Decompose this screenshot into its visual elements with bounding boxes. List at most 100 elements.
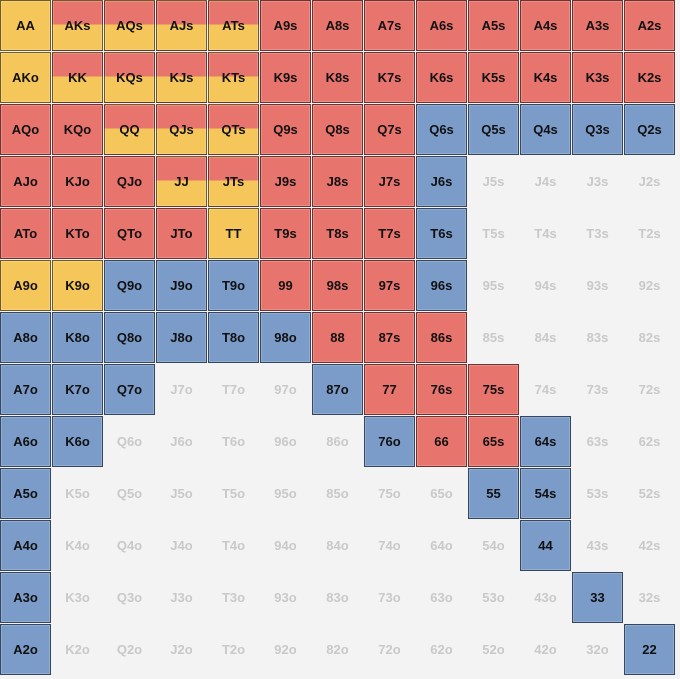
hand-cell-k7s[interactable]: K7s <box>364 52 415 103</box>
hand-cell-a7s[interactable]: A7s <box>364 0 415 51</box>
hand-cell-96s[interactable]: 96s <box>416 260 467 311</box>
hand-cell-t4s: T4s <box>534 226 557 241</box>
hand-cell-77[interactable]: 77 <box>364 364 415 415</box>
hand-cell-tt[interactable]: TT <box>208 208 259 259</box>
hand-cell-a9o[interactable]: A9o <box>0 260 51 311</box>
hand-cell-k2s[interactable]: K2s <box>624 52 675 103</box>
hand-cell-k3s[interactable]: K3s <box>572 52 623 103</box>
hand-cell-ako[interactable]: AKo <box>0 52 51 103</box>
hand-cell-kjs[interactable]: KJs <box>156 52 207 103</box>
hand-cell-k9s[interactable]: K9s <box>260 52 311 103</box>
hand-cell-t8s[interactable]: T8s <box>312 208 363 259</box>
hand-cell-j6s[interactable]: J6s <box>416 156 467 207</box>
hand-cell-j9s[interactable]: J9s <box>260 156 311 207</box>
hand-cell-jts[interactable]: JTs <box>208 156 259 207</box>
hand-cell-j8s[interactable]: J8s <box>312 156 363 207</box>
hand-cell-t9s[interactable]: T9s <box>260 208 311 259</box>
hand-cell-ato[interactable]: ATo <box>0 208 51 259</box>
hand-cell-t9o[interactable]: T9o <box>208 260 259 311</box>
hand-cell-97s[interactable]: 97s <box>364 260 415 311</box>
hand-cell-q3s[interactable]: Q3s <box>572 104 623 155</box>
hand-cell-a3o[interactable]: A3o <box>0 572 51 623</box>
hand-cell-q8s[interactable]: Q8s <box>312 104 363 155</box>
hand-cell-q2s[interactable]: Q2s <box>624 104 675 155</box>
hand-cell-64s[interactable]: 64s <box>520 416 571 467</box>
hand-cell-ats[interactable]: ATs <box>208 0 259 51</box>
hand-cell-kto[interactable]: KTo <box>52 208 103 259</box>
hand-cell-ajo[interactable]: AJo <box>0 156 51 207</box>
hand-cell-a6s[interactable]: A6s <box>416 0 467 51</box>
hand-cell-aqo[interactable]: AQo <box>0 104 51 155</box>
hand-cell-jto[interactable]: JTo <box>156 208 207 259</box>
hand-cell-aks[interactable]: AKs <box>52 0 103 51</box>
hand-cell-qts[interactable]: QTs <box>208 104 259 155</box>
hand-cell-52o: 52o <box>482 642 505 657</box>
hand-cell-aa[interactable]: AA <box>0 0 51 51</box>
hand-cell-kk[interactable]: KK <box>52 52 103 103</box>
hand-cell-q9s[interactable]: Q9s <box>260 104 311 155</box>
hand-cell-a6o[interactable]: A6o <box>0 416 51 467</box>
hand-cell-q7s[interactable]: Q7s <box>364 104 415 155</box>
hand-cell-87o[interactable]: 87o <box>312 364 363 415</box>
hand-cell-qjs[interactable]: QJs <box>156 104 207 155</box>
hand-cell-a2o[interactable]: A2o <box>0 624 51 675</box>
hand-cell-76o[interactable]: 76o <box>364 416 415 467</box>
hand-cell-88[interactable]: 88 <box>312 312 363 363</box>
hand-cell-a8o[interactable]: A8o <box>0 312 51 363</box>
hand-cell-j9o[interactable]: J9o <box>156 260 207 311</box>
hand-cell-q8o[interactable]: Q8o <box>104 312 155 363</box>
hand-cell-kqs[interactable]: KQs <box>104 52 155 103</box>
hand-cell-65s[interactable]: 65s <box>468 416 519 467</box>
hand-cell-98s[interactable]: 98s <box>312 260 363 311</box>
hand-cell-86o: 86o <box>326 434 349 449</box>
hand-cell-66[interactable]: 66 <box>416 416 467 467</box>
hand-cell-j7s[interactable]: J7s <box>364 156 415 207</box>
hand-cell-98o[interactable]: 98o <box>260 312 311 363</box>
hand-cell-q5s[interactable]: Q5s <box>468 104 519 155</box>
hand-cell-qto[interactable]: QTo <box>104 208 155 259</box>
hand-cell-qq[interactable]: QQ <box>104 104 155 155</box>
hand-cell-kts[interactable]: KTs <box>208 52 259 103</box>
hand-cell-t6s[interactable]: T6s <box>416 208 467 259</box>
hand-cell-a5o[interactable]: A5o <box>0 468 51 519</box>
hand-cell-76s[interactable]: 76s <box>416 364 467 415</box>
hand-cell-a4s[interactable]: A4s <box>520 0 571 51</box>
hand-cell-jj[interactable]: JJ <box>156 156 207 207</box>
hand-cell-kqo[interactable]: KQo <box>52 104 103 155</box>
hand-cell-kjo[interactable]: KJo <box>52 156 103 207</box>
hand-cell-a4o[interactable]: A4o <box>0 520 51 571</box>
hand-cell-33[interactable]: 33 <box>572 572 623 623</box>
hand-cell-86s[interactable]: 86s <box>416 312 467 363</box>
hand-cell-k6o[interactable]: K6o <box>52 416 103 467</box>
hand-cell-a3s[interactable]: A3s <box>572 0 623 51</box>
hand-cell-q9o[interactable]: Q9o <box>104 260 155 311</box>
hand-cell-qjo[interactable]: QJo <box>104 156 155 207</box>
hand-cell-a8s[interactable]: A8s <box>312 0 363 51</box>
hand-cell-k8s[interactable]: K8s <box>312 52 363 103</box>
hand-cell-t8o[interactable]: T8o <box>208 312 259 363</box>
hand-cell-a9s[interactable]: A9s <box>260 0 311 51</box>
hand-cell-75s[interactable]: 75s <box>468 364 519 415</box>
hand-cell-87s[interactable]: 87s <box>364 312 415 363</box>
hand-cell-t7s[interactable]: T7s <box>364 208 415 259</box>
hand-cell-k5s[interactable]: K5s <box>468 52 519 103</box>
hand-cell-44[interactable]: 44 <box>520 520 571 571</box>
hand-cell-q6s[interactable]: Q6s <box>416 104 467 155</box>
hand-cell-j8o[interactable]: J8o <box>156 312 207 363</box>
hand-cell-55[interactable]: 55 <box>468 468 519 519</box>
hand-cell-k7o[interactable]: K7o <box>52 364 103 415</box>
hand-cell-k8o[interactable]: K8o <box>52 312 103 363</box>
hand-cell-q4s[interactable]: Q4s <box>520 104 571 155</box>
hand-cell-22[interactable]: 22 <box>624 624 675 675</box>
hand-cell-a7o[interactable]: A7o <box>0 364 51 415</box>
hand-cell-k9o[interactable]: K9o <box>52 260 103 311</box>
hand-cell-q7o[interactable]: Q7o <box>104 364 155 415</box>
hand-cell-a2s[interactable]: A2s <box>624 0 675 51</box>
hand-cell-54s[interactable]: 54s <box>520 468 571 519</box>
hand-cell-k4s[interactable]: K4s <box>520 52 571 103</box>
hand-cell-aqs[interactable]: AQs <box>104 0 155 51</box>
hand-cell-99[interactable]: 99 <box>260 260 311 311</box>
hand-cell-ajs[interactable]: AJs <box>156 0 207 51</box>
hand-cell-a5s[interactable]: A5s <box>468 0 519 51</box>
hand-cell-k6s[interactable]: K6s <box>416 52 467 103</box>
